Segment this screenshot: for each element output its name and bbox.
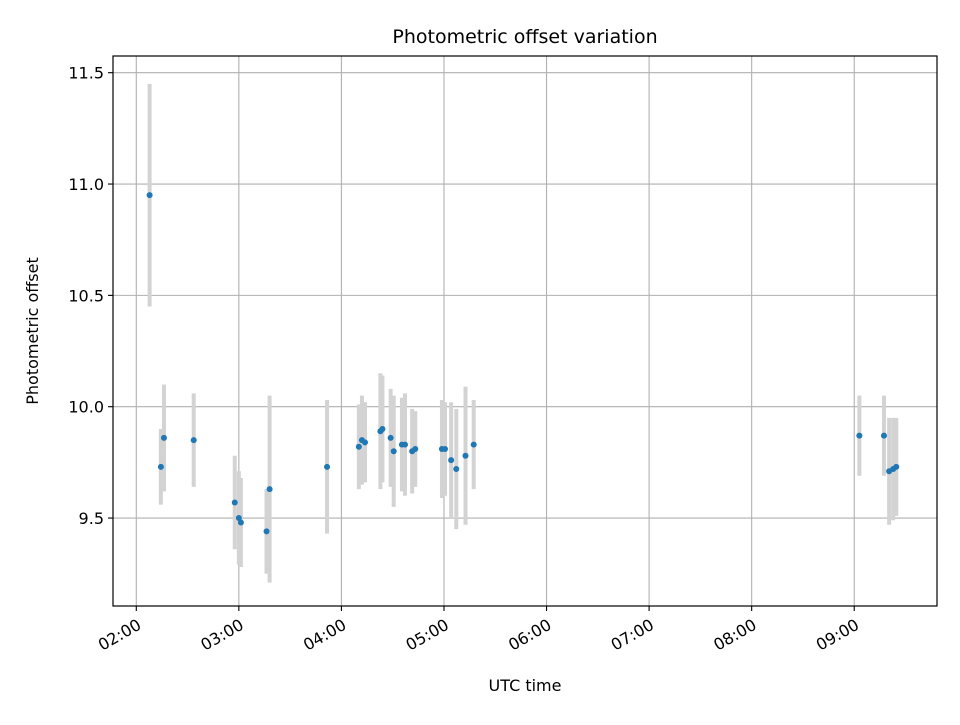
- y-axis-ticks: 9.5 10.0 10.5 11.0 11.5: [68, 64, 113, 528]
- y-tick-label-4: 11.5: [68, 64, 104, 83]
- data-point-23: [448, 457, 455, 464]
- data-point-0: [146, 192, 153, 199]
- chart-title: Photometric offset variation: [392, 26, 657, 48]
- data-point-18: [402, 441, 408, 448]
- data-point-5: [235, 515, 242, 522]
- data-point-27: [856, 432, 863, 439]
- data-point-14: [379, 425, 386, 432]
- y-tick-label-3: 11.0: [68, 175, 104, 194]
- data-point-26: [470, 441, 477, 448]
- data-point-31: [893, 463, 900, 470]
- data-point-22: [442, 446, 448, 453]
- data-point-16: [390, 448, 397, 455]
- data-point-1: [157, 463, 164, 470]
- data-point-12: [362, 439, 368, 446]
- data-point-8: [266, 486, 273, 493]
- y-axis-label: Photometric offset: [23, 257, 42, 405]
- data-point-15: [387, 434, 394, 441]
- data-point-10: [355, 443, 362, 450]
- data-points: [146, 192, 900, 535]
- data-point-2: [160, 434, 167, 441]
- data-point-3: [190, 437, 197, 444]
- x-axis-label: UTC time: [489, 676, 562, 695]
- gridlines: [113, 56, 937, 606]
- data-point-6: [237, 519, 244, 526]
- y-tick-label-0: 9.5: [79, 509, 104, 528]
- data-point-20: [412, 446, 419, 453]
- data-point-25: [462, 452, 469, 459]
- y-tick-label-2: 10.5: [68, 286, 104, 305]
- data-point-9: [324, 463, 331, 470]
- y-tick-label-1: 10.0: [68, 398, 104, 417]
- data-point-28: [880, 432, 887, 439]
- data-point-7: [263, 528, 270, 535]
- data-point-4: [231, 499, 238, 506]
- data-point-24: [453, 466, 460, 473]
- axes-frame: [112, 55, 938, 607]
